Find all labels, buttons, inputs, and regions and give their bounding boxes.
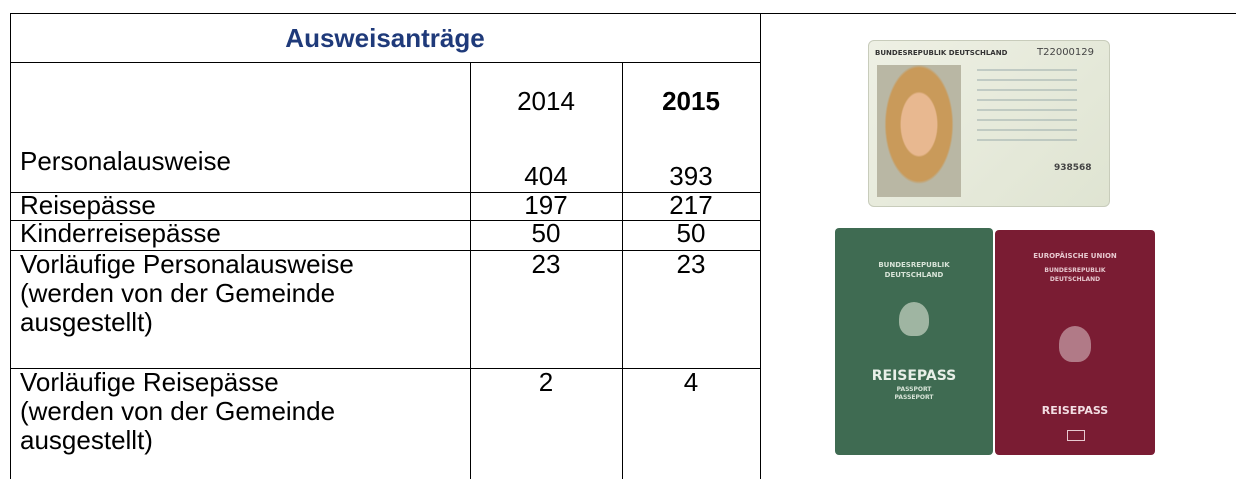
text: BUNDESREPUBLIK [878,261,950,269]
cell-value: 23 [531,249,561,279]
text: DEUTSCHLAND [1049,276,1101,283]
passport-text: BUNDESREPUBLIK DEUTSCHLAND [835,260,993,280]
cell-value: 4 [683,367,699,397]
passport-title: REISEPASS [1041,404,1109,417]
column-header: 2014 [517,86,575,116]
cell-value: 2 [538,367,554,397]
border [622,62,623,479]
eagle [1059,326,1091,362]
eagle [899,302,929,336]
passport-title: REISEPASS [871,368,957,384]
card-lines [977,69,1077,149]
border [10,368,760,369]
text: PASSPORT [896,386,932,393]
passport-text: BUNDESREPUBLIK DEUTSCHLAND [995,266,1155,284]
table-title: Ausweisanträge [285,23,485,53]
border [760,13,761,479]
cell-value: 197 [524,190,568,220]
passport-text: EUROPÄISCHE UNION [1033,252,1117,260]
text: BUNDESREPUBLIK [1044,267,1106,274]
row-label: Reisepässe [20,190,156,220]
cell-value: 23 [676,249,706,279]
border [10,13,11,479]
red-passport: EUROPÄISCHE UNION BUNDESREPUBLIK DEUTSCHL… [995,230,1155,455]
photo [877,65,961,197]
column-header: 2015 [662,86,720,116]
text: PASSEPORT [894,394,934,401]
text: DEUTSCHLAND [884,271,944,279]
card-text: BUNDESREPUBLIK DEUTSCHLAND [875,49,1008,57]
row-label: Vorläufige Reisepässe [20,367,279,397]
row-label: (werden von der Gemeinde [20,278,336,308]
row-label: Personalausweise [20,146,232,176]
cell-value: 404 [524,161,568,191]
border [10,192,760,193]
border [10,250,760,251]
row-label: ausgestellt) [20,307,153,337]
row-label: Vorläufige Personalausweise [20,249,354,279]
cell-value: 50 [676,218,706,248]
card-text: T22000129 [1037,47,1095,58]
border [10,62,760,63]
cell-value: 393 [669,161,713,191]
passport-text: PASSPORT PASSEPORT [835,386,993,402]
border [10,13,1236,14]
id-card: BUNDESREPUBLIK DEUTSCHLAND T22000129 938… [868,40,1110,207]
row-label: (werden von der Gemeinde [20,396,336,426]
cell-value: 50 [531,218,561,248]
card-text: 938568 [1054,163,1092,173]
chip-symbol [1067,430,1085,441]
row-label: ausgestellt) [20,425,153,455]
border [470,62,471,479]
row-label: Kinderreisepässe [20,218,221,248]
green-passport: BUNDESREPUBLIK DEUTSCHLAND REISEPASS PASS… [835,228,993,455]
cell-value: 217 [669,190,713,220]
border [10,220,760,221]
